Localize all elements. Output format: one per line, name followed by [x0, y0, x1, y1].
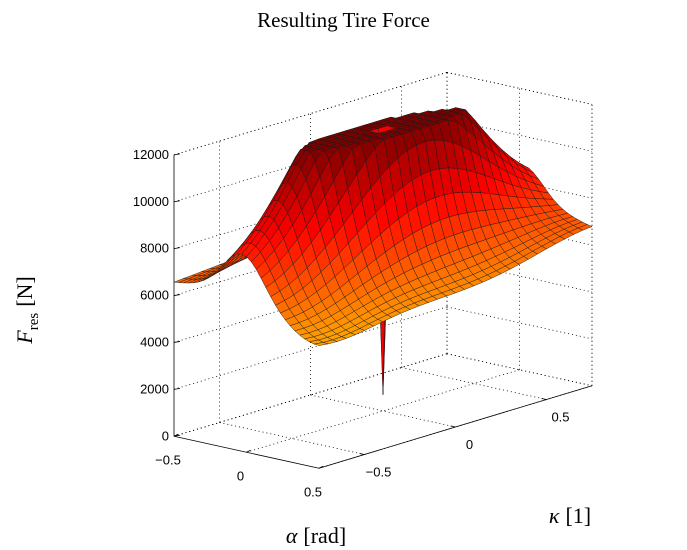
- y-tick-label: −0.5: [366, 465, 392, 480]
- x-tick-mark: [246, 449, 251, 453]
- y-axis-unit: [1]: [565, 503, 591, 528]
- z-tick-mark: [173, 153, 181, 156]
- z-tick-mark: [173, 341, 181, 343]
- z-tick-label: 0: [162, 428, 169, 443]
- y-gridline: [219, 422, 365, 455]
- x-axis-ticks: −0.5 0 0.5: [155, 433, 324, 499]
- y-axis-ticks: −0.5 0 0.5: [359, 398, 570, 480]
- y-tick-mark: [450, 425, 456, 428]
- z-tick-label: 8000: [140, 241, 169, 256]
- z-tick-mark: [173, 200, 181, 203]
- surface-mesh: [173, 107, 593, 395]
- y-gridline: [401, 367, 547, 400]
- z-axis-symbol: F: [12, 330, 37, 345]
- x-tick-label: 0.5: [304, 484, 322, 499]
- y-tick-label: 0: [466, 437, 473, 452]
- x-axis-unit: [rad]: [303, 523, 346, 548]
- y-tick-mark: [541, 398, 547, 400]
- x-tick-label: −0.5: [155, 452, 181, 467]
- z-axis-subscript: res: [26, 313, 42, 331]
- z-tick-label: 6000: [140, 288, 169, 303]
- z-tick-label: 2000: [140, 381, 169, 396]
- y-axis-label: κ [1]: [549, 503, 591, 528]
- y-gridline: [310, 394, 456, 428]
- surface-patch: [314, 342, 329, 346]
- z-tick-label: 10000: [133, 194, 169, 209]
- y-tick-label: 0.5: [551, 410, 569, 425]
- z-gridline: [446, 306, 593, 340]
- z-axis-ticks: 0 2000 4000 6000 8000 10000 12000: [133, 147, 181, 443]
- z-axis-unit: [N]: [12, 276, 37, 307]
- x-axis-label: α [rad]: [286, 523, 346, 548]
- z-gridline: [446, 353, 593, 387]
- z-tick-label: 4000: [140, 334, 169, 349]
- x-axis-symbol: α: [286, 523, 298, 548]
- z-tick-mark: [173, 387, 181, 390]
- x-tick-mark: [173, 433, 179, 437]
- chart-title: Resulting Tire Force: [257, 8, 430, 32]
- z-axis-label: Fres [N]: [12, 276, 42, 345]
- z-tick-label: 12000: [133, 147, 169, 162]
- y-tick-mark: [359, 453, 365, 455]
- z-tick-mark: [173, 294, 181, 296]
- x-tick-label: 0: [237, 468, 244, 483]
- z-gridline: [446, 71, 593, 105]
- y-axis-symbol: κ: [549, 503, 560, 528]
- x-tick-mark: [318, 465, 324, 469]
- z-tick-mark: [173, 247, 181, 250]
